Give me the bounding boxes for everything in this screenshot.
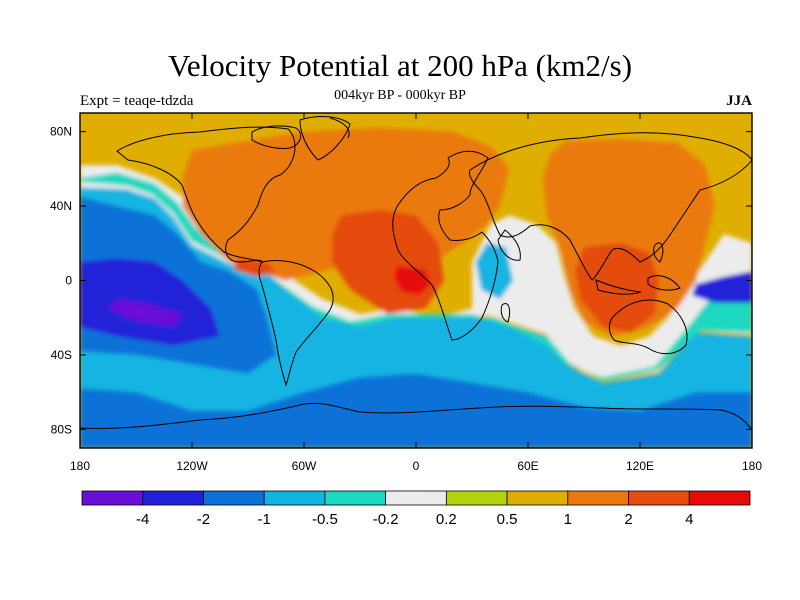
y-tick-label: 80S: [51, 422, 72, 436]
x-tick-label: 60W: [292, 459, 317, 473]
colorbar-label: -1: [258, 511, 271, 528]
colorbar-label: -2: [197, 511, 210, 528]
contour-region-9: [481, 332, 538, 374]
colorbar: -4 -2 -1 -0.5 -0.2 0.2 0.5 1 2 4: [81, 490, 751, 528]
colorbar-swatch: [445, 490, 508, 506]
y-tick-label: 40S: [51, 348, 72, 362]
colorbar-label: -0.5: [312, 511, 338, 528]
season-label: JJA: [726, 93, 752, 109]
field-layer: [80, 113, 752, 448]
colorbar-label: 0.2: [436, 511, 457, 528]
colorbar-swatch: [81, 490, 144, 506]
contour-region-8: [475, 243, 514, 300]
y-tick-label: 80N: [50, 125, 72, 139]
x-tick-label: 60E: [517, 459, 538, 473]
contour-region-14: [393, 265, 431, 296]
colorbar-label: 2: [624, 511, 632, 528]
colorbar-swatch: [688, 490, 751, 506]
x-tick-label: 180: [70, 459, 90, 473]
axes: 180 120W 60W 0 60E 120E 180 80N 40N 0 40S 80S: [50, 113, 762, 473]
contour-region-13: [574, 243, 659, 333]
x-tick-label: 0: [413, 459, 420, 473]
x-tick-label: 180: [742, 459, 762, 473]
colorbar-label: 1: [564, 511, 572, 528]
contour-region-0: [80, 183, 752, 448]
contour-region-15: [233, 258, 276, 277]
x-tick-label: 120E: [626, 459, 654, 473]
contour-region-1: [80, 165, 752, 381]
coastlines: [80, 116, 752, 431]
contour-region-5: [80, 258, 220, 346]
colorbar-swatch: [142, 490, 204, 506]
colorbar-swatch: [628, 490, 690, 506]
colorbar-swatch: [385, 490, 447, 506]
colorbar-swatch: [203, 490, 265, 506]
colorbar-swatch: [324, 490, 387, 506]
contour-region-3: [80, 373, 752, 448]
experiment-label: Expt = teaqe-tdzda: [80, 93, 194, 109]
colorbar-swatch: [506, 490, 569, 506]
colorbar-label: 4: [685, 511, 693, 528]
x-tick-label: 120W: [176, 459, 208, 473]
contour-region-7: [692, 271, 752, 303]
colorbar-label: 0.5: [497, 511, 518, 528]
colorbar-swatch: [263, 490, 326, 506]
y-tick-label: 0: [65, 274, 72, 288]
contour-fill-group: [80, 127, 752, 448]
chart-subtitle: 004kyr BP - 000kyr BP: [334, 88, 466, 103]
colorbar-swatch: [567, 490, 629, 506]
colorbar-label: -4: [136, 511, 149, 528]
y-tick-label: 40N: [50, 199, 72, 213]
contour-region-6: [108, 299, 183, 327]
colorbar-label: -0.2: [373, 511, 399, 528]
chart-title: Velocity Potential at 200 hPa (km2/s): [167, 48, 633, 83]
